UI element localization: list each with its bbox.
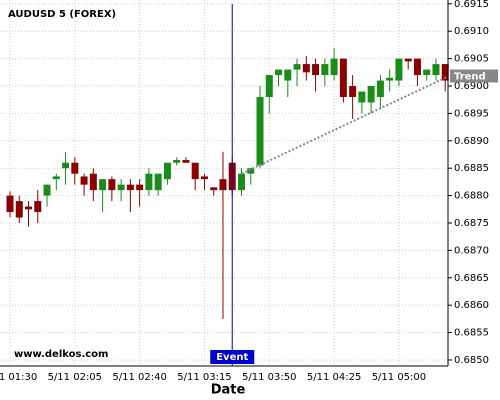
y-tick-label: 0.6855 [454,328,489,339]
candle-body [117,184,125,191]
candle-body [182,159,190,163]
x-tick-label: 5/11 04:25 [307,372,361,383]
candle-body [367,86,375,103]
candle-body [238,173,245,191]
x-axis-label: Date [211,383,246,398]
candle-body [321,64,329,76]
candle-body [423,69,431,76]
x-tick-label: 5/11 03:50 [242,372,296,383]
candle-body [34,201,42,213]
y-tick-label: 0.6910 [454,26,489,37]
y-tick-label: 0.6865 [454,273,489,284]
y-tick-label: 0.6900 [454,81,489,92]
trend-label: Trend [454,71,486,82]
candle-body [99,179,107,191]
x-tick-label: 5/11 02:05 [48,372,102,383]
candle-body [247,168,255,174]
candle-body [339,58,347,97]
y-tick-label: 0.6915 [454,0,489,10]
candle-body [145,173,153,191]
candle-body [25,206,33,210]
y-tick-label: 0.6880 [454,191,489,202]
candle-body [284,69,292,81]
candle-body [163,162,171,180]
candle-body [89,173,97,191]
candle-body [275,69,283,76]
candle-body [404,58,412,62]
x-tick-label: 5/11 03:15 [177,372,231,383]
candle-body [71,162,79,174]
x-tick-label: 5/11 05:00 [372,372,426,383]
candle-body [43,184,51,196]
candle-body [256,96,264,166]
candle-body [265,75,273,97]
candle-body [62,162,70,169]
candle-body [293,64,301,70]
candle-body [219,179,227,191]
candle-body [441,64,449,81]
x-tick-label: 5/11 02:40 [112,372,166,383]
y-tick-label: 0.6875 [454,218,489,229]
candle-body [80,176,88,185]
candle-body [312,64,320,76]
candle-body [432,64,440,76]
event-label: Event [216,352,248,363]
candle-body [210,187,218,191]
candle-body [15,201,23,218]
chart-title: AUDUSD 5 (FOREX) [8,9,116,20]
candle-body [173,159,181,163]
x-tick-label: 5/11 01:30 [0,372,37,383]
event-label-box [210,350,255,364]
candle-body [413,58,421,76]
candle-body [154,173,162,191]
trend-label-box [450,69,498,83]
y-tick-label: 0.6885 [454,163,489,174]
candle-body [108,179,116,191]
watermark: www.delkos.com [14,349,108,360]
candle-body [330,58,338,76]
candle-body [349,86,357,97]
candle-body [302,64,310,73]
candle-body [386,77,394,81]
candle-body [191,162,199,180]
candle-body [6,195,14,213]
candle-body [200,176,208,180]
y-tick-label: 0.6905 [454,54,489,65]
candle-body [358,91,366,103]
y-tick-label: 0.6850 [454,355,489,366]
y-tick-label: 0.6860 [454,300,489,311]
candle-body [376,80,384,97]
y-tick-label: 0.6870 [454,245,489,256]
y-tick-label: 0.6895 [454,108,489,119]
y-tick-label: 0.6890 [454,136,489,147]
candle-body [136,184,144,191]
candle-body [126,184,134,191]
candle-body [395,58,403,81]
candle-body [52,176,60,180]
